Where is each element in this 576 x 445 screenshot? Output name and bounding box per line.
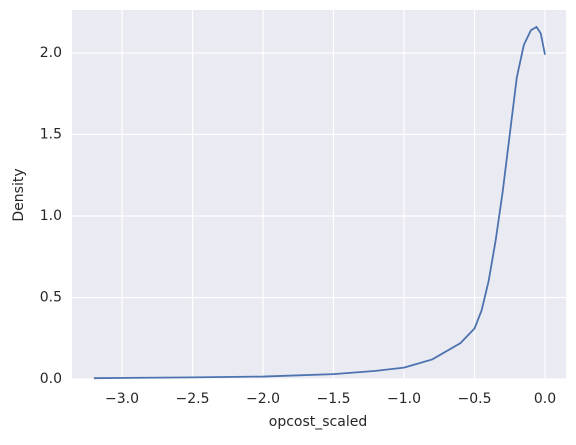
y-tick-label: 1.0 (40, 208, 62, 224)
y-tick-label: 0.0 (40, 371, 62, 387)
y-tick-label: 1.5 (40, 127, 62, 143)
y-tick-label: 0.5 (40, 290, 62, 306)
x-axis-label: opcost_scaled (269, 414, 367, 430)
x-tick-label: −1.5 (317, 391, 351, 407)
x-tick-label: −3.0 (105, 391, 139, 407)
y-tick-label: 2.0 (40, 45, 62, 61)
x-tick-label: −2.5 (176, 391, 210, 407)
x-tick-label: −2.0 (246, 391, 280, 407)
x-tick-label: −0.5 (458, 391, 492, 407)
y-axis-label: Density (11, 168, 27, 221)
density-line (93, 25, 546, 380)
plot-area (72, 10, 566, 379)
x-tick-label: −1.0 (387, 391, 421, 407)
x-tick-label: 0.0 (534, 391, 556, 407)
